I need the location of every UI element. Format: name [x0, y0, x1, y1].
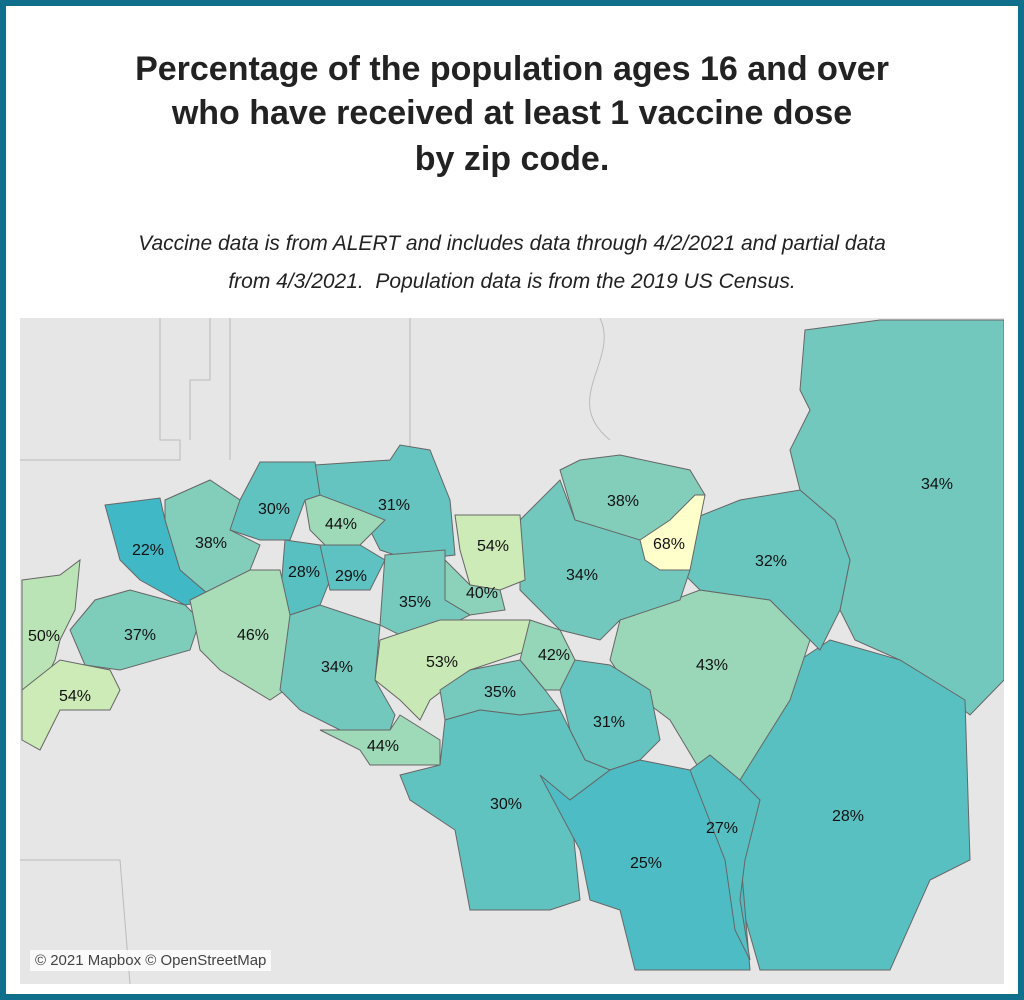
region-label: 42% [538, 647, 570, 664]
regions [21, 319, 1004, 971]
zip-region [519, 479, 691, 641]
region-label: 34% [321, 659, 353, 676]
zip-region [279, 604, 396, 731]
map-attribution: © 2021 Mapbox © OpenStreetMap [30, 950, 272, 971]
subtitle-line: Vaccine data is from ALERT and includes … [138, 232, 886, 255]
region-labels: 34% 28% 43% 32% 38% 68% 34% 54% 40% 31% … [28, 476, 953, 872]
zip-region [304, 494, 386, 546]
map-road [20, 318, 611, 984]
region-label: 35% [484, 684, 516, 701]
title-line: Percentage of the population ages 16 and… [135, 50, 889, 88]
region-label: 30% [490, 796, 522, 813]
region-label: 30% [258, 501, 290, 518]
region-label: 53% [426, 654, 458, 671]
title-line: by zip code. [414, 140, 610, 178]
region-label: 25% [630, 855, 662, 872]
map: 34% 28% 43% 32% 38% 68% 34% 54% 40% 31% … [20, 318, 1004, 984]
region-label: 43% [696, 657, 728, 674]
region-label: 38% [195, 535, 227, 552]
region-label: 28% [832, 808, 864, 825]
zip-region [679, 489, 851, 651]
region-label: 28% [288, 564, 320, 581]
region-label: 38% [607, 493, 639, 510]
region-label: 31% [593, 714, 625, 731]
region-label: 46% [237, 627, 269, 644]
zip-region [319, 714, 441, 766]
region-label: 22% [132, 542, 164, 559]
zip-region [639, 494, 706, 571]
zip-region [319, 544, 386, 591]
region-label: 37% [124, 627, 156, 644]
subtitle-line: from 4/3/2021. Population data is from t… [228, 270, 796, 293]
region-label: 68% [653, 536, 685, 553]
region-label: 34% [921, 476, 953, 493]
zip-region [21, 659, 121, 751]
region-label: 29% [335, 568, 367, 585]
region-label: 31% [378, 497, 410, 514]
region-label: 34% [566, 567, 598, 584]
region-label: 54% [59, 688, 91, 705]
zip-region [689, 754, 761, 961]
region-label: 50% [28, 628, 60, 645]
region-label: 40% [466, 585, 498, 602]
region-label: 32% [755, 553, 787, 570]
region-label: 44% [367, 738, 399, 755]
region-label: 54% [477, 538, 509, 555]
region-label: 27% [706, 820, 738, 837]
title-line: who have received at least 1 vaccine dos… [171, 94, 853, 132]
region-label: 44% [325, 516, 357, 533]
region-label: 35% [399, 594, 431, 611]
